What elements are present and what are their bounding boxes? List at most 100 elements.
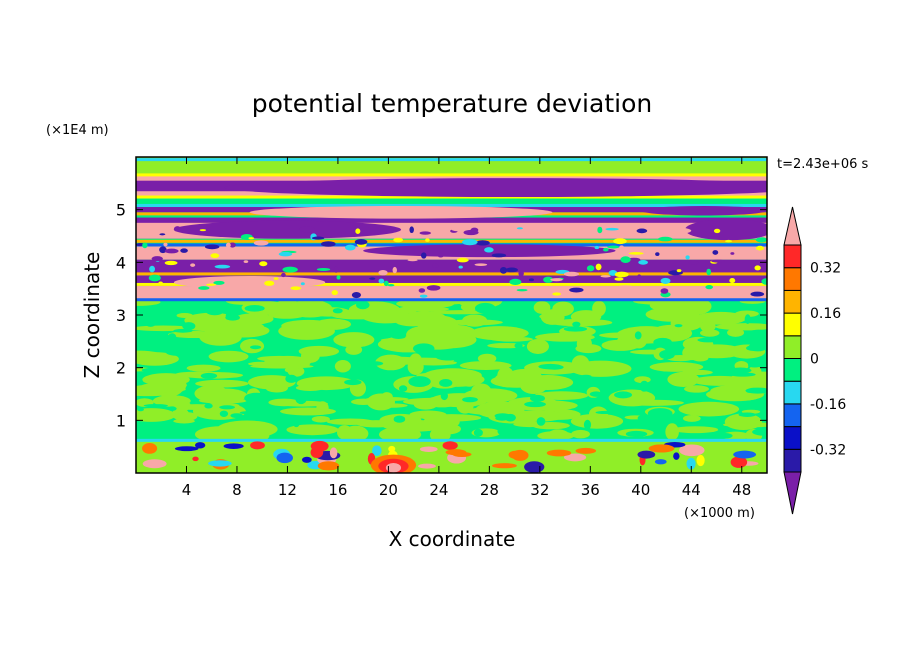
field-patch [138,383,159,396]
field-patch [717,423,725,432]
x-tick-label: 24 [429,481,448,499]
field-patch [393,415,406,423]
field-patch [325,369,337,374]
field-speck [586,265,595,272]
field-patch [595,410,616,415]
field-speck [198,286,210,290]
field-patch [194,426,246,443]
field-speck [575,447,597,454]
field-patch [137,427,153,437]
field-speck [637,450,656,459]
field-plume [385,462,402,473]
field-patch [268,398,300,407]
field-patch [290,301,326,308]
field-speck [470,227,479,233]
field-speck [378,278,385,284]
field-patch [286,424,339,436]
colorbar-level [783,335,802,359]
field-speck [442,441,458,450]
field-patch [674,324,683,328]
colorbar-level [783,244,802,269]
field-edge [136,203,767,207]
x-tick-label: 44 [682,481,701,499]
field-speck [273,277,279,280]
y-tick-label: 2 [116,359,126,378]
field-speck [426,285,441,291]
field-speck [660,277,671,284]
field-speck [180,248,188,253]
field-patch [412,343,435,354]
field-edge [136,239,767,243]
y-tick-label: 3 [116,306,126,325]
field-speck [516,288,528,292]
field-patch [634,376,651,384]
field-patch [170,424,185,432]
field-patch [753,304,767,312]
field-patch [292,417,300,428]
field-patch [167,333,177,342]
field-edge [136,282,767,286]
field-speck [475,240,490,246]
field-patch [459,361,512,371]
field-speck [511,449,529,461]
field-speck [636,228,648,234]
field-patch [429,427,451,443]
x-tick-label: 12 [278,481,297,499]
field-patch [536,354,562,362]
field-patch [681,369,713,376]
field-patch [144,317,157,327]
field-speck [484,247,494,253]
field-patch [394,372,408,376]
x-axis: 4 8 12 16 20 24 28 32 36 40 44 48 [182,157,751,499]
field-patch [738,412,756,417]
field-speck [597,226,603,234]
field-patch [569,360,632,377]
field-speck [686,457,696,470]
field-speck [713,228,721,234]
field-speck [276,452,293,464]
field-speck [754,265,761,271]
field-speck [516,227,523,230]
x-tick-label: 16 [328,481,347,499]
field-patch [514,342,523,349]
field-edge [136,158,767,162]
field-patch [166,349,190,356]
field-speck [299,226,315,233]
field-speck [393,237,404,243]
field-patch [678,401,740,417]
x-tick-label: 32 [530,481,549,499]
field-speck [243,260,249,263]
field-speck [173,226,181,232]
field-speck [669,274,685,279]
field-patch [365,361,384,366]
field-lens [173,220,402,239]
field-speck [281,272,286,278]
chart-title: potential temperature deviation [252,89,652,118]
field-patch [549,318,613,327]
field-speck [344,244,356,251]
field-speck [148,274,161,282]
field-patch [570,413,624,429]
field-patch [281,319,336,332]
field-patch [700,321,716,332]
field-speck [159,233,166,236]
field-patch [136,408,176,422]
field-patch [601,339,640,351]
x-tick-label: 40 [631,481,650,499]
field-patch [204,304,225,316]
field-patch [295,393,307,405]
field-patch [167,406,177,411]
field-patch [351,398,376,405]
field-patch [186,364,221,372]
field-patch [351,359,369,370]
field-speck [730,252,735,255]
field-speck [354,238,368,245]
field-speck [445,449,467,456]
field-speck [311,236,325,240]
field-edge [136,195,767,199]
field-patch [497,426,514,436]
field-speck [638,260,649,265]
field-patch [724,413,762,431]
field-patch [592,300,606,317]
field-patch [402,306,450,312]
